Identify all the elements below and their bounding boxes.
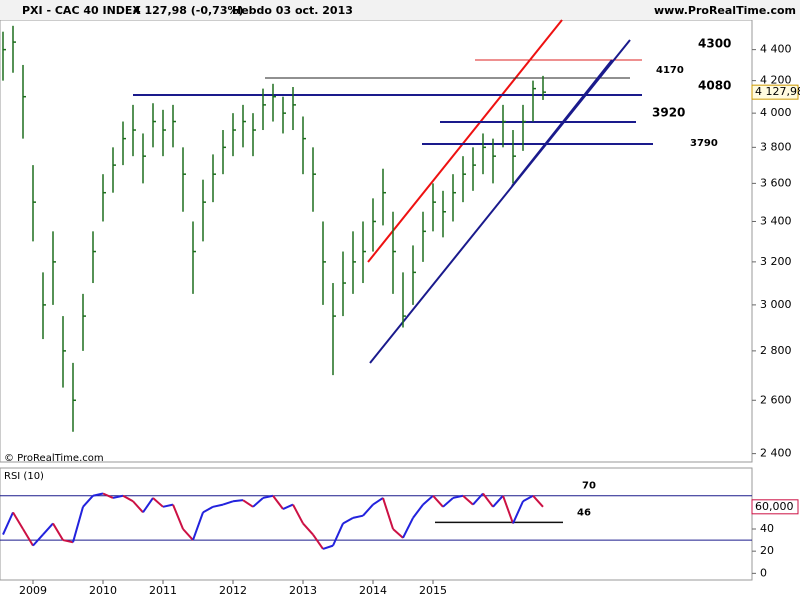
- rsi-segment: [482, 492, 494, 508]
- level-label: 4300: [698, 37, 731, 51]
- rsi-segment: [72, 506, 84, 543]
- last-value-box: [751, 499, 799, 515]
- period: Hebdo 03 oct. 2013: [232, 4, 353, 17]
- rsi-segment: [522, 494, 534, 503]
- level-label: 3920: [652, 106, 685, 120]
- rsi-segment: [122, 494, 134, 503]
- rsi-segment: [112, 494, 124, 499]
- rsi-segment: [92, 492, 104, 497]
- x-tick-label: 2014: [359, 584, 387, 597]
- rsi-segment: [242, 499, 254, 508]
- rsi-segment: [32, 533, 44, 547]
- rsi-segment: [452, 494, 464, 499]
- rsi-segment: [12, 511, 24, 530]
- rsi-segment: [212, 503, 224, 508]
- rsi-segment: [322, 544, 334, 550]
- rsi-segment: [312, 533, 324, 550]
- rsi-segment: [342, 517, 354, 525]
- rsi-segment: [352, 514, 364, 519]
- rsi-segment: [192, 512, 204, 541]
- y-tick-label: 20: [760, 544, 774, 557]
- rsi-segment: [52, 522, 64, 541]
- rsi-segment: [442, 497, 454, 508]
- trend-line: [369, 39, 631, 364]
- rsi-panel: [0, 467, 753, 581]
- quote: 4 127,98 (-0,73%): [133, 4, 244, 17]
- rsi-segment: [292, 504, 304, 524]
- last-value-label: 60,000: [755, 500, 794, 513]
- level-label: 4170: [656, 65, 684, 76]
- rsi-segment: [362, 503, 374, 517]
- level-label: 46: [577, 507, 591, 518]
- symbol: PXI - CAC 40 INDEX: [22, 4, 141, 17]
- rsi-segment: [272, 495, 284, 510]
- x-tick-label: 2012: [219, 584, 247, 597]
- rsi-segment: [142, 497, 154, 513]
- x-tick-label: 2009: [19, 584, 47, 597]
- rsi-segment: [62, 539, 74, 544]
- rsi-segment: [172, 504, 184, 530]
- y-tick-label: 2 600: [760, 393, 792, 406]
- trend-lines: [133, 19, 653, 364]
- rsi-segment: [512, 500, 524, 524]
- rsi-segment: [2, 511, 14, 535]
- rsi-segment: [392, 528, 404, 539]
- rsi-segment: [472, 492, 484, 506]
- rsi-segment: [232, 499, 244, 503]
- level-label: 4080: [698, 79, 731, 93]
- rsi-segment: [332, 523, 344, 547]
- y-tick-label: 2 400: [760, 447, 792, 460]
- x-tick-label: 2010: [89, 584, 117, 597]
- site: www.ProRealTime.com: [654, 4, 796, 17]
- rsi-segment: [22, 528, 34, 547]
- y-tick-label: 3 600: [760, 176, 792, 189]
- rsi-segment: [432, 495, 444, 508]
- rsi-segment: [202, 505, 214, 514]
- x-tick-label: 2013: [289, 584, 317, 597]
- y-tick-label: 3 000: [760, 298, 792, 311]
- level-label: 3790: [690, 138, 718, 149]
- rsi-segment: [282, 503, 294, 510]
- last-value-box: [751, 84, 799, 100]
- y-tick-label: 2 800: [760, 344, 792, 357]
- copyright: © ProRealTime.com: [4, 453, 104, 464]
- rsi-segment: [402, 517, 414, 539]
- rsi-segment: [152, 497, 164, 508]
- rsi-segment: [262, 494, 274, 499]
- x-tick-label: 2015: [419, 584, 447, 597]
- rsi-segment: [222, 500, 234, 506]
- rsi-title: RSI (10): [4, 471, 44, 482]
- rsi-segment: [102, 492, 114, 499]
- y-tick-label: 40: [760, 522, 774, 535]
- y-tick-label: 3 800: [760, 140, 792, 153]
- y-tick-label: 3 200: [760, 255, 792, 268]
- rsi-segment: [502, 495, 514, 524]
- y-tick-label: 3 400: [760, 214, 792, 227]
- rsi-segment: [492, 495, 504, 508]
- y-tick-label: 4 000: [760, 106, 792, 119]
- rsi-segment: [182, 528, 194, 541]
- y-tick-label: 0: [760, 566, 767, 579]
- rsi-segment: [532, 495, 544, 508]
- rsi-segment: [132, 500, 144, 514]
- rsi-segment: [412, 503, 424, 519]
- y-tick-label: 4 200: [760, 74, 792, 87]
- header-bar: [0, 0, 800, 20]
- x-tick-label: 2011: [149, 584, 177, 597]
- rsi-segment: [162, 503, 174, 508]
- rsi-segment: [82, 495, 94, 508]
- level-label: 70: [582, 481, 596, 492]
- rsi-segment: [302, 522, 314, 536]
- last-value-label: 4 127,98: [755, 85, 800, 98]
- rsi-segment: [382, 497, 394, 530]
- trend-line: [511, 59, 613, 187]
- rsi-segment: [42, 522, 54, 536]
- rsi-segment: [372, 497, 384, 506]
- y-tick-label: 4 400: [760, 43, 792, 56]
- rsi-segment: [422, 494, 434, 506]
- rsi-segment: [252, 497, 264, 508]
- rsi-segment: [462, 494, 474, 506]
